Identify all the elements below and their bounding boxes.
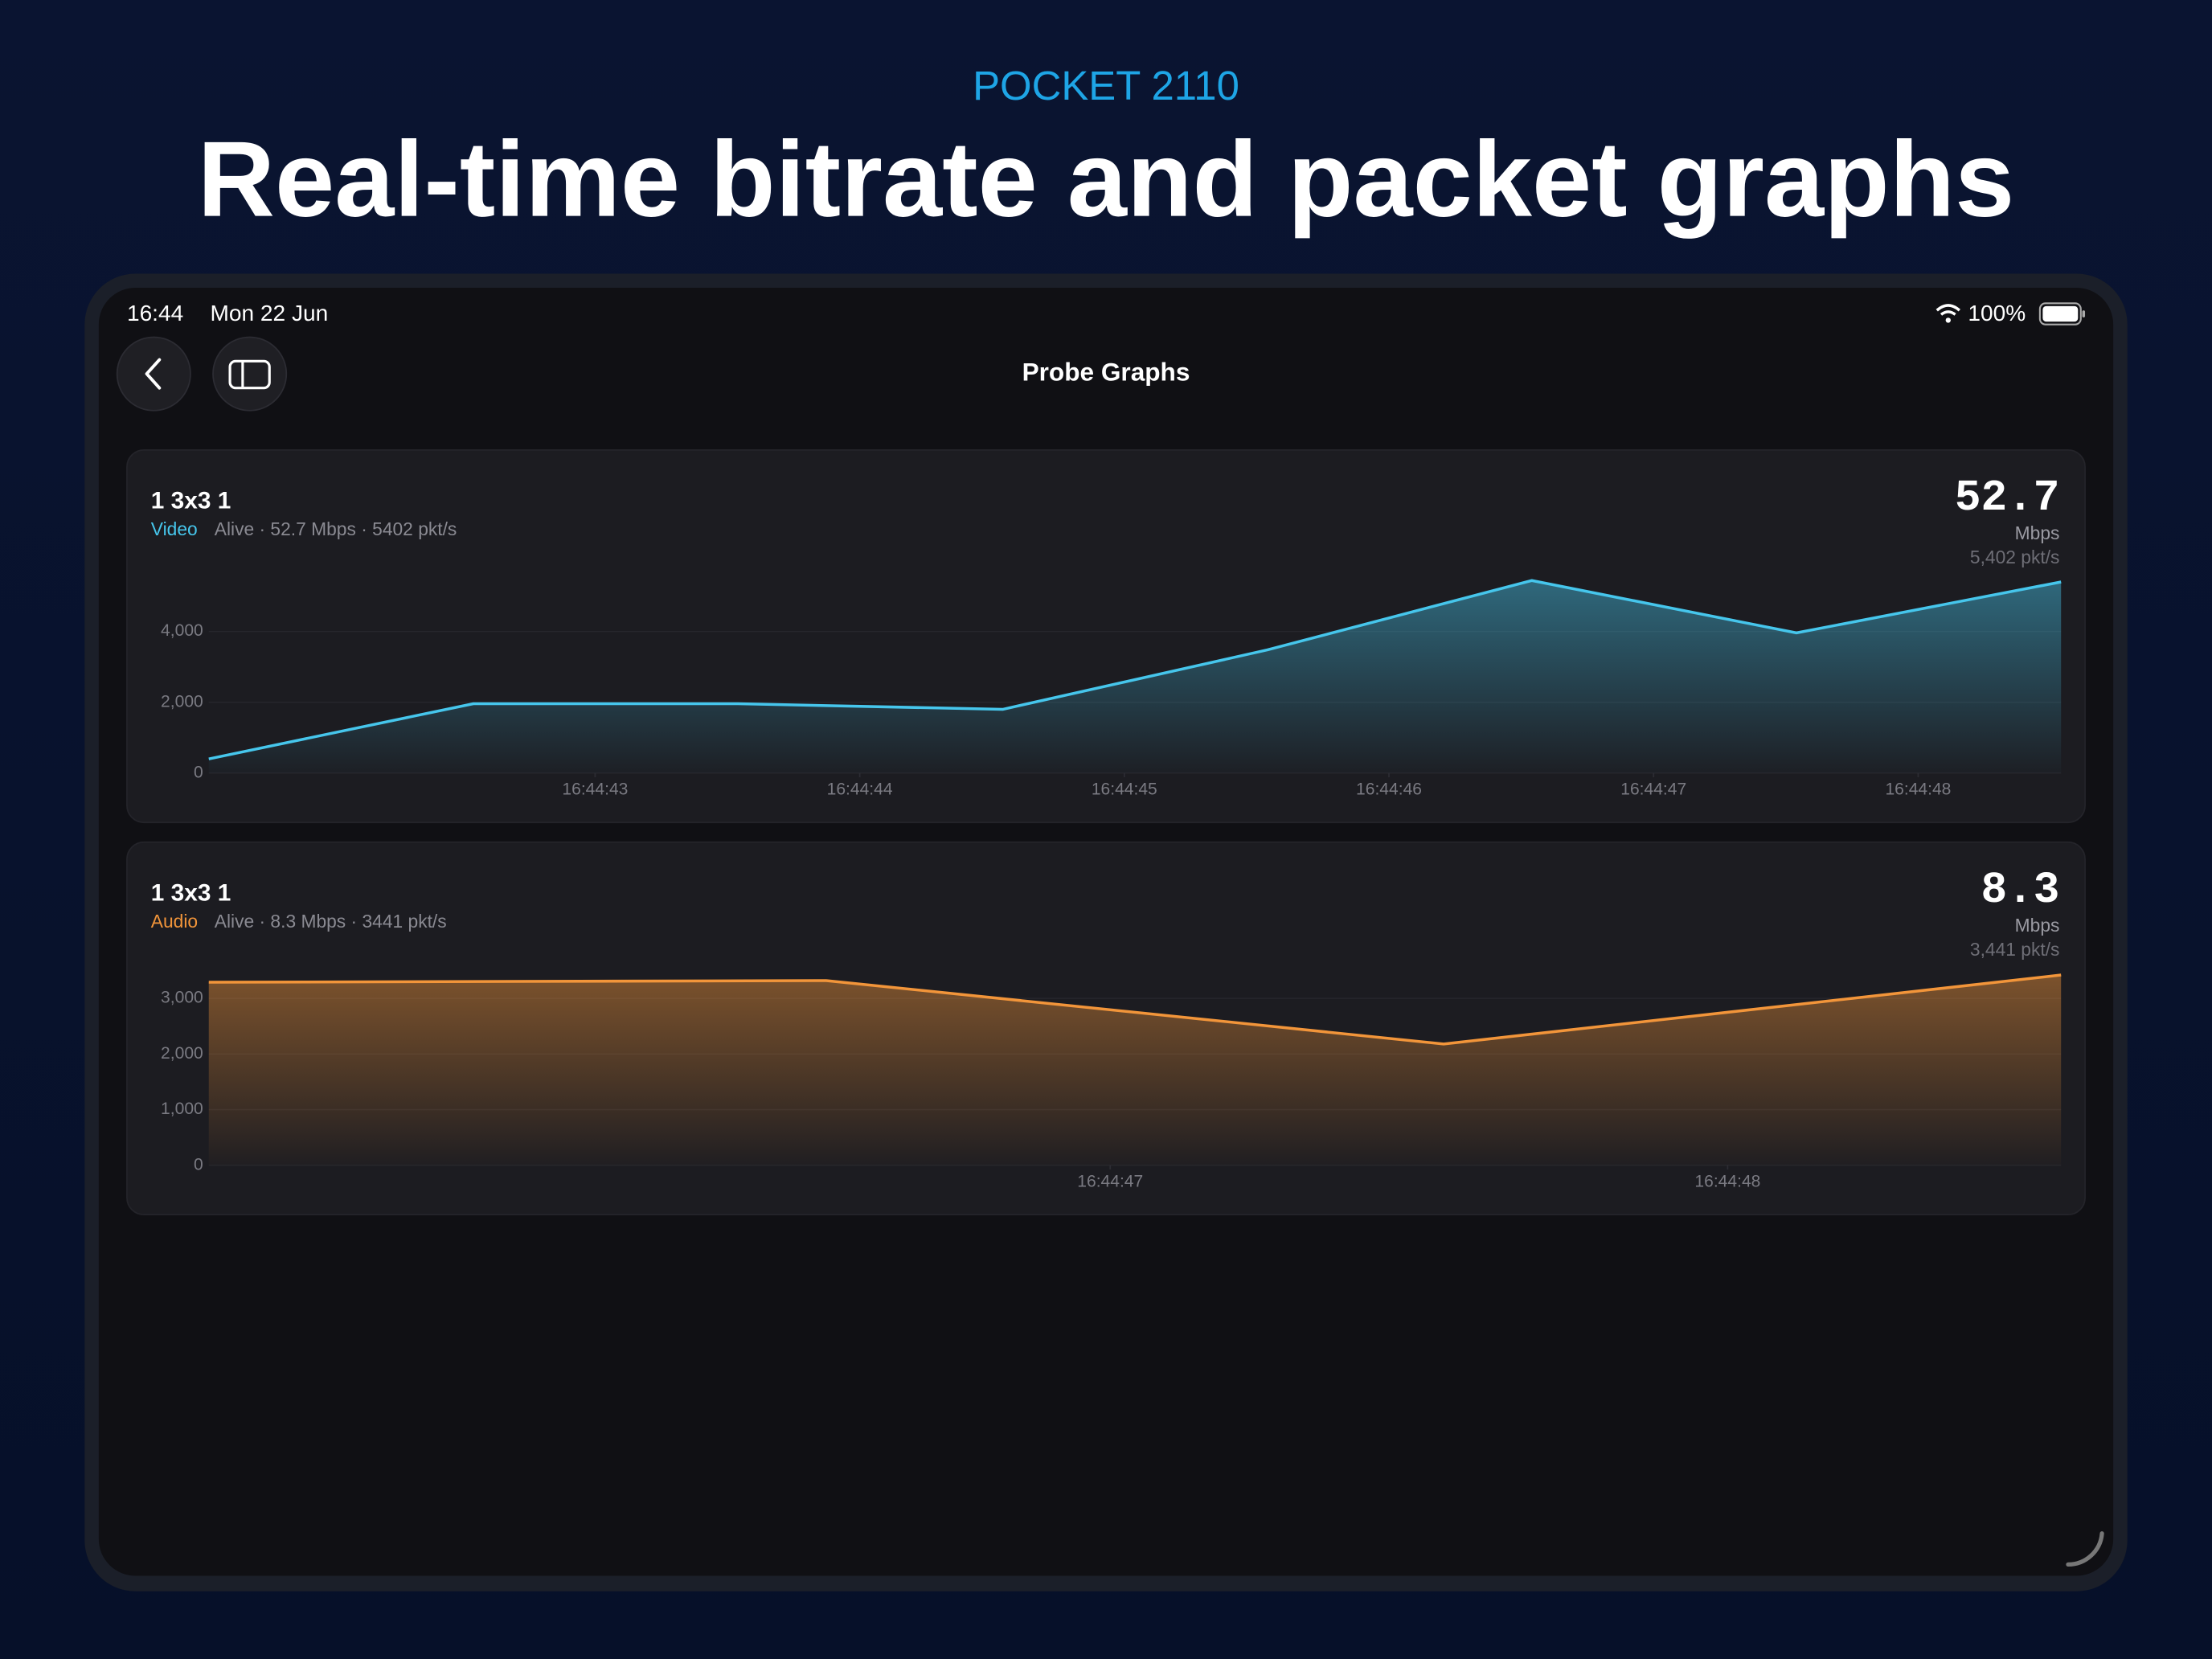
packet-rate: 5,402 pkt/s (1970, 547, 2060, 567)
probe-title: 1 3x3 1 (151, 880, 231, 907)
packet-rate: 3,441 pkt/s (1970, 939, 2060, 960)
stream-kind: Audio (151, 911, 198, 932)
series-line (208, 973, 2062, 1046)
y-tick-label: 2,000 (161, 692, 203, 711)
status-time: 16:44 (127, 301, 183, 326)
y-tick-label: 1,000 (161, 1100, 203, 1118)
back-icon (145, 358, 162, 390)
series-line (208, 579, 2062, 760)
battery-tip (2082, 310, 2086, 317)
readout: 8.3 (1981, 866, 2060, 916)
x-tick-label: 16:44:44 (827, 780, 893, 798)
y-tick-label: 0 (194, 1155, 203, 1174)
back-button[interactable] (116, 336, 191, 412)
readout-unit: Mbps (2015, 915, 2060, 936)
area-fill (208, 580, 2062, 773)
x-tick-label: 16:44:48 (1694, 1172, 1760, 1190)
wifi-icon (1936, 304, 1960, 316)
headline: Real-time bitrate and packet graphs (198, 120, 2015, 240)
stream-status: Alive · 8.3 Mbps · 3441 pkt/s (215, 911, 447, 932)
y-tick-label: 2,000 (161, 1044, 203, 1063)
readout: 52.7 (1955, 474, 2060, 523)
stream-status: Alive · 52.7 Mbps · 5402 pkt/s (215, 518, 457, 539)
y-tick-label: 4,000 (161, 621, 203, 640)
sidebar-icon (228, 359, 271, 390)
area-fill (208, 975, 2062, 1165)
wifi-dot (1945, 317, 1951, 323)
x-tick-label: 16:44:47 (1077, 1172, 1143, 1190)
x-tick-label: 16:44:46 (1356, 780, 1422, 798)
x-tick-label: 16:44:48 (1885, 780, 1951, 798)
battery-level: 100% (1968, 301, 2026, 326)
stream-kind: Video (151, 518, 198, 539)
nav-title: Probe Graphs (1022, 357, 1190, 386)
sidebar-button[interactable] (212, 336, 288, 412)
battery-outline (2038, 302, 2082, 326)
y-tick-label: 3,000 (161, 989, 203, 1007)
readout-unit: Mbps (2015, 522, 2060, 543)
x-tick-label: 16:44:45 (1092, 780, 1157, 798)
y-tick-label: 0 (194, 763, 203, 781)
x-tick-label: 16:44:47 (1620, 780, 1686, 798)
loading-indicator (2066, 1531, 2104, 1567)
probe-title: 1 3x3 1 (151, 488, 231, 514)
battery-fill (2042, 305, 2079, 322)
status-date: Mon 22 Jun (211, 301, 329, 326)
x-tick-label: 16:44:43 (562, 780, 628, 798)
brand: POCKET 2110 (973, 63, 1239, 109)
